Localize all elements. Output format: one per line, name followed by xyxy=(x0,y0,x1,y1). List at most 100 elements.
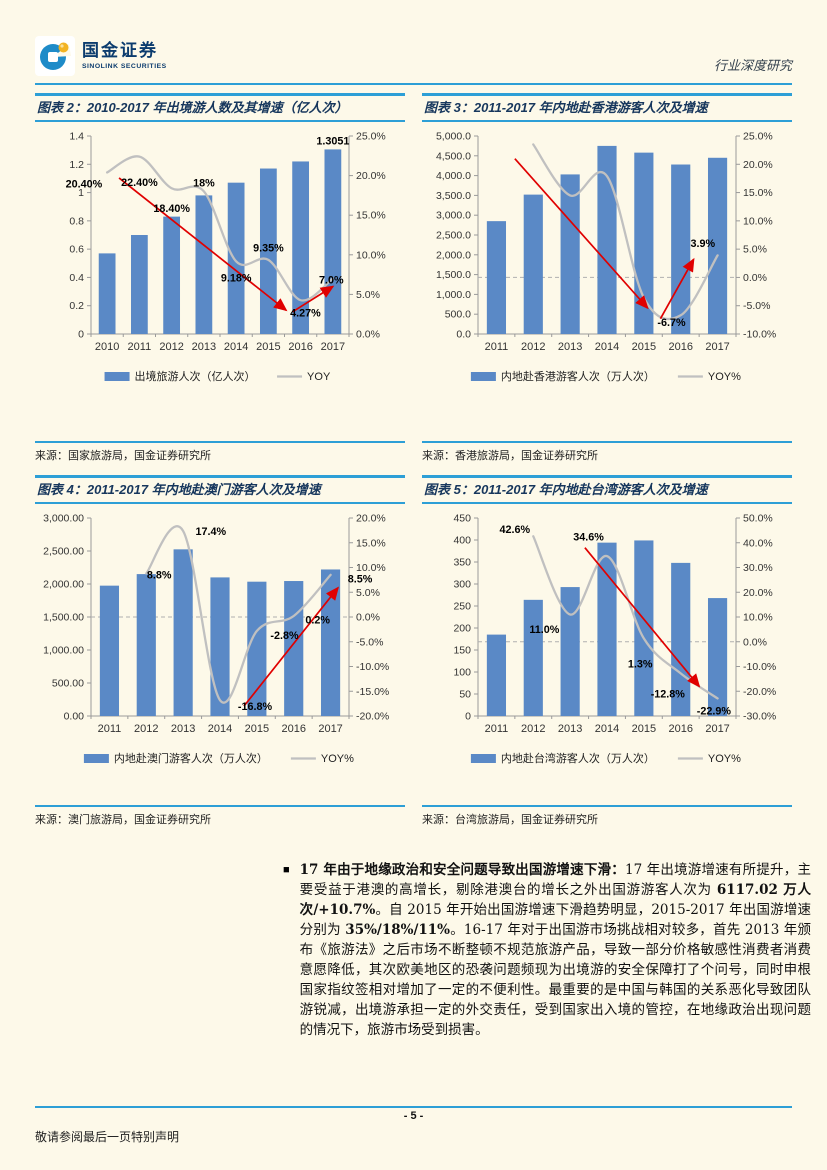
figure-source: 来源：国家旅游局，国金证券研究所 xyxy=(35,441,405,463)
figure-title: 图表 4：2011-2017 年内地赴澳门游客人次及增速 xyxy=(35,475,405,504)
svg-text:5.0%: 5.0% xyxy=(356,289,380,301)
svg-text:10.0%: 10.0% xyxy=(743,215,773,227)
svg-text:3,000.00: 3,000.00 xyxy=(43,513,84,525)
bar xyxy=(98,253,116,334)
bar xyxy=(597,542,617,716)
figure-panel-4: 图表 4：2011-2017 年内地赴澳门游客人次及增速 0.00 500.00 1… xyxy=(35,475,405,827)
svg-text:8.5%: 8.5% xyxy=(348,573,373,585)
svg-text:2012: 2012 xyxy=(521,341,545,353)
report-bullet-block: ■ 17 年由于地缘政治和安全问题导致出国游增速下滑：17 年出境游增速有所提升… xyxy=(283,860,811,1040)
bar xyxy=(560,174,580,334)
bar xyxy=(284,581,304,716)
svg-text:0.8: 0.8 xyxy=(69,215,84,227)
svg-text:150: 150 xyxy=(453,645,471,657)
svg-text:0.2%: 0.2% xyxy=(305,614,330,626)
svg-text:-20.0%: -20.0% xyxy=(743,686,776,698)
svg-text:25.0%: 25.0% xyxy=(356,131,386,143)
bar xyxy=(163,216,181,334)
footer-disclaimer: 敬请参阅最后一页特别声明 xyxy=(35,1130,180,1144)
bar xyxy=(634,540,654,716)
bar xyxy=(99,585,120,716)
svg-text:0.0%: 0.0% xyxy=(743,272,767,284)
trend-arrow xyxy=(514,158,649,310)
svg-text:-22.9%: -22.9% xyxy=(697,705,732,717)
sinolink-logo-icon xyxy=(35,36,75,76)
yoy-line xyxy=(145,525,332,704)
svg-text:1.3%: 1.3% xyxy=(628,659,653,671)
bar xyxy=(173,549,193,716)
trend-arrow xyxy=(118,177,288,312)
svg-text:YOY%: YOY% xyxy=(708,371,741,383)
svg-text:3,000.0: 3,000.0 xyxy=(436,210,471,222)
figure-source: 来源：香港旅游局，国金证券研究所 xyxy=(422,441,792,463)
svg-text:2014: 2014 xyxy=(224,341,248,353)
svg-text:2011: 2011 xyxy=(485,341,509,353)
figure-title: 图表 5：2011-2017 年内地赴台湾游客人次及增速 xyxy=(422,475,792,504)
svg-text:1,000.00: 1,000.00 xyxy=(43,645,84,657)
bar xyxy=(324,149,342,334)
svg-text:0.4: 0.4 xyxy=(69,272,84,284)
svg-text:-12.8%: -12.8% xyxy=(651,688,686,700)
brand-text: 国金证券 SINOLINK SECURITIES xyxy=(82,42,167,70)
svg-text:1.3051: 1.3051 xyxy=(316,135,349,147)
svg-text:1.4: 1.4 xyxy=(69,131,84,143)
svg-text:2012: 2012 xyxy=(159,341,183,353)
bar xyxy=(292,161,310,334)
svg-text:-6.7%: -6.7% xyxy=(657,317,686,329)
figure-panel-5: 图表 5：2011-2017 年内地赴台湾游客人次及增速 0 50 100 150 20… xyxy=(422,475,792,827)
svg-text:0: 0 xyxy=(465,711,471,723)
svg-text:11.0%: 11.0% xyxy=(529,624,559,636)
figure-source: 来源：澳门旅游局，国金证券研究所 xyxy=(35,805,405,827)
svg-text:2,500.0: 2,500.0 xyxy=(436,230,471,242)
svg-text:4.27%: 4.27% xyxy=(290,308,321,320)
svg-text:10.0%: 10.0% xyxy=(356,249,386,261)
bar xyxy=(227,182,245,334)
svg-text:400: 400 xyxy=(453,535,471,547)
svg-text:18.40%: 18.40% xyxy=(153,203,190,215)
svg-text:-5.0%: -5.0% xyxy=(743,300,770,312)
svg-text:-20.0%: -20.0% xyxy=(356,711,389,723)
svg-text:34.6%: 34.6% xyxy=(573,531,604,543)
page-number: - 5 - xyxy=(403,1110,424,1122)
svg-text:2012: 2012 xyxy=(134,723,158,735)
svg-text:2016: 2016 xyxy=(668,723,692,735)
svg-text:30.0%: 30.0% xyxy=(743,562,773,574)
legend-bar-swatch xyxy=(83,754,109,763)
svg-text:2013: 2013 xyxy=(171,723,195,735)
svg-text:9.35%: 9.35% xyxy=(253,243,284,255)
svg-text:-10.0%: -10.0% xyxy=(743,661,776,673)
bar xyxy=(560,587,580,716)
svg-text:-16.8%: -16.8% xyxy=(238,701,273,713)
svg-text:-30.0%: -30.0% xyxy=(743,711,776,723)
bar xyxy=(486,221,507,334)
bullet-icon: ■ xyxy=(283,864,290,876)
svg-text:2013: 2013 xyxy=(558,341,582,353)
svg-text:0: 0 xyxy=(78,329,84,341)
svg-text:2016: 2016 xyxy=(668,341,692,353)
yoy-line xyxy=(105,155,335,302)
svg-text:-15.0%: -15.0% xyxy=(356,686,389,698)
figure-title: 图表 3：2011-2017 年内地赴香港游客人次及增速 xyxy=(422,93,792,122)
svg-text:0.6: 0.6 xyxy=(69,244,84,256)
svg-text:250: 250 xyxy=(453,601,471,613)
svg-text:2016: 2016 xyxy=(281,723,305,735)
svg-text:7.0%: 7.0% xyxy=(319,274,344,286)
figure-chart: 050100150200250300350400450-30.0%-20.0%-… xyxy=(453,513,776,766)
svg-text:5,000.0: 5,000.0 xyxy=(436,131,471,143)
figure-title: 图表 2：2010-2017 年出境游人数及其增速（亿人次） xyxy=(35,93,405,122)
figure-row-2: 图表 4：2011-2017 年内地赴澳门游客人次及增速 0.00 500.00 1… xyxy=(35,475,792,827)
svg-text:8.8%: 8.8% xyxy=(147,569,172,581)
svg-text:3.9%: 3.9% xyxy=(691,238,716,250)
svg-text:2014: 2014 xyxy=(208,723,232,735)
bar xyxy=(523,599,543,716)
svg-text:1,500.00: 1,500.00 xyxy=(43,612,84,624)
svg-text:1,000.0: 1,000.0 xyxy=(436,289,471,301)
figure-row-1: 图表 2：2010-2017 年出境游人数及其增速（亿人次） 0 0.2 0.4 0.… xyxy=(35,93,792,463)
svg-text:YOY%: YOY% xyxy=(708,753,741,765)
svg-text:50.0%: 50.0% xyxy=(743,513,773,525)
svg-text:0.0%: 0.0% xyxy=(743,636,767,648)
svg-text:2011: 2011 xyxy=(128,341,152,353)
svg-text:2017: 2017 xyxy=(321,341,345,353)
svg-text:15.0%: 15.0% xyxy=(743,187,773,199)
svg-text:25.0%: 25.0% xyxy=(743,131,773,143)
